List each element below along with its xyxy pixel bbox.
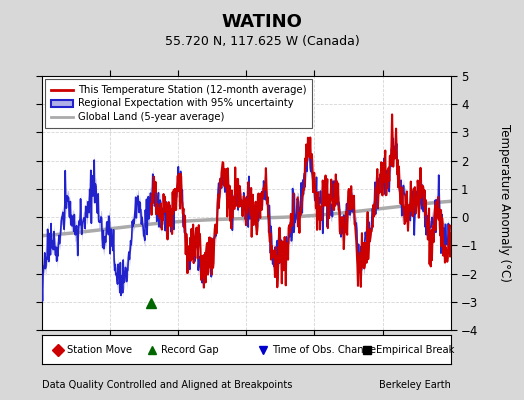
Legend: This Temperature Station (12-month average), Regional Expectation with 95% uncer: This Temperature Station (12-month avera… [45,79,312,128]
Y-axis label: Temperature Anomaly (°C): Temperature Anomaly (°C) [498,124,511,282]
Text: 55.720 N, 117.625 W (Canada): 55.720 N, 117.625 W (Canada) [165,36,359,48]
Text: Berkeley Earth: Berkeley Earth [379,380,451,390]
Text: Time of Obs. Change: Time of Obs. Change [271,344,376,354]
Text: WATINO: WATINO [222,13,302,31]
Text: Empirical Break: Empirical Break [376,344,454,354]
Text: Data Quality Controlled and Aligned at Breakpoints: Data Quality Controlled and Aligned at B… [42,380,292,390]
Text: Station Move: Station Move [67,344,133,354]
Text: Record Gap: Record Gap [161,344,219,354]
